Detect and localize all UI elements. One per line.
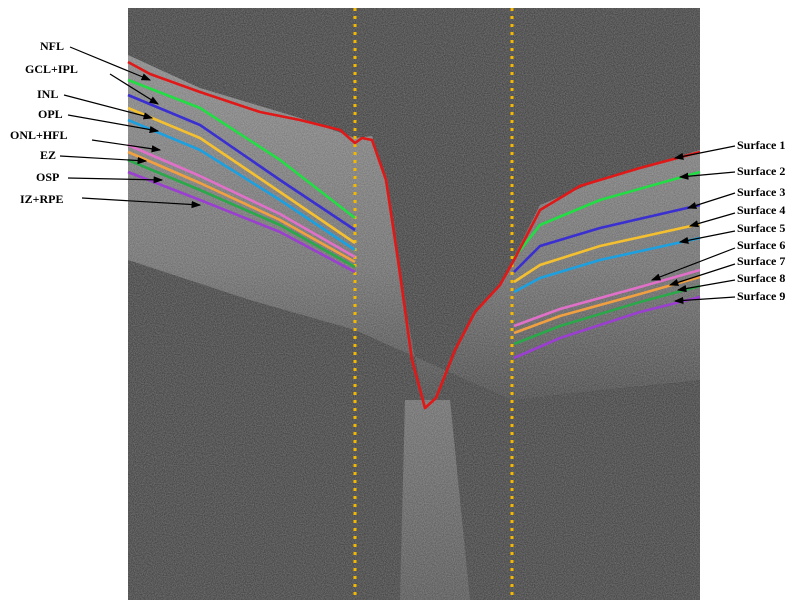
surface-label: Surface 8 <box>737 271 785 285</box>
surface-label: Surface 1 <box>737 138 785 152</box>
layer-label: OSP <box>36 170 59 184</box>
layer-label: EZ <box>40 148 56 162</box>
surface-label: Surface 9 <box>737 289 785 303</box>
figure: NFL GCL+IPL INL OPL ONL+HFL EZ OSP IZ+RP… <box>0 0 796 601</box>
layer-label: OPL <box>38 107 63 121</box>
surface-label: Surface 6 <box>737 238 785 252</box>
surface-label: Surface 5 <box>737 221 785 235</box>
layer-label: INL <box>37 87 58 101</box>
surface-label: Surface 3 <box>737 185 785 199</box>
layer-label: ONL+HFL <box>10 128 68 142</box>
surface-label: Surface 4 <box>737 203 785 217</box>
surface-label: Surface 7 <box>737 254 785 268</box>
oct-image <box>128 8 700 600</box>
layer-label: GCL+IPL <box>25 62 78 76</box>
surface-label: Surface 2 <box>737 164 785 178</box>
layer-label: NFL <box>40 39 64 53</box>
layer-label: IZ+RPE <box>20 192 64 206</box>
